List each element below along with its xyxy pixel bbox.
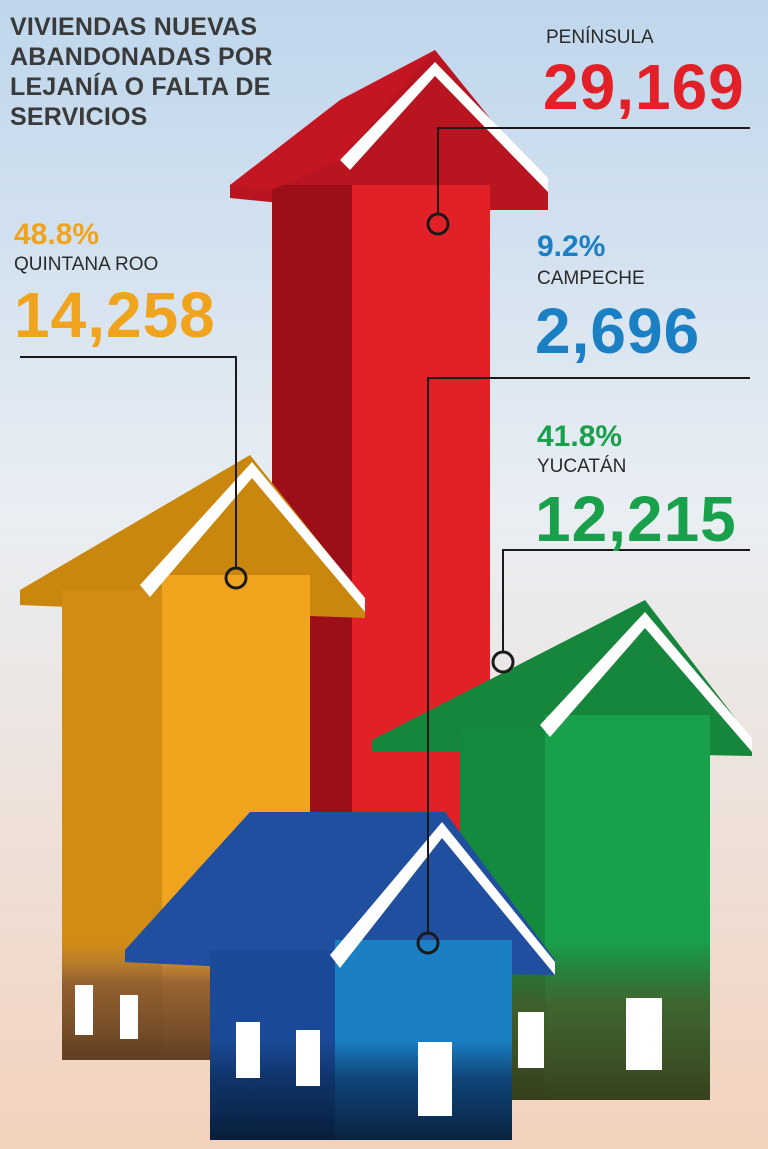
marker-yucatan [491, 650, 515, 674]
marker-quintana-roo [224, 566, 248, 590]
label-yucatan: YUCATÁN [537, 456, 627, 477]
label-quintana-roo: QUINTANA ROO [14, 254, 159, 275]
leader-yucatan [502, 549, 750, 652]
leader-lines [20, 127, 750, 933]
chart-title: VIVIENDAS NUEVAS ABANDONADAS POR LEJANÍA… [10, 13, 273, 131]
label-campeche: CAMPECHE [537, 268, 645, 289]
value-quintana-roo: 14,258 [14, 279, 216, 351]
house-campeche [125, 812, 555, 1140]
percent-campeche: 9.2% [537, 230, 606, 263]
leader-quintana-roo [20, 356, 237, 568]
label-peninsula: PENÍNSULA [546, 27, 654, 48]
marker-peninsula [426, 212, 450, 236]
value-campeche: 2,696 [535, 295, 701, 367]
leader-markers [224, 212, 515, 955]
marker-campeche [416, 931, 440, 955]
percent-quintana-roo: 48.8% [14, 218, 100, 251]
leader-campeche [427, 377, 750, 933]
value-peninsula: 29,169 [543, 51, 745, 123]
percent-yucatan: 41.8% [537, 420, 623, 453]
leader-peninsula [437, 127, 750, 214]
value-yucatan: 12,215 [535, 483, 737, 555]
